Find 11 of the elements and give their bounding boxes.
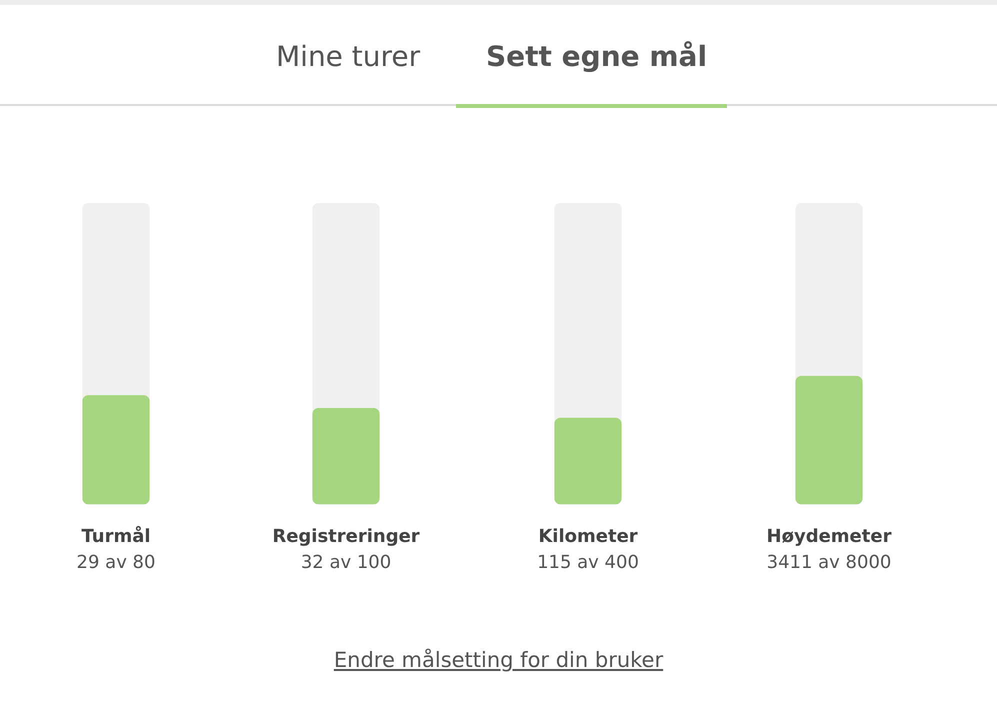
x-tick-label: Kilometer: [538, 526, 638, 547]
data-label: 115 av 400: [537, 552, 639, 574]
data-label: 32 av 100: [300, 552, 392, 574]
x-tick-label: Høydemeter: [766, 526, 892, 547]
data-label: 3411 av 8000: [766, 552, 892, 574]
text: Endre målsetting for din bruker: [332, 648, 664, 672]
text: Sett egne mål: [486, 40, 708, 73]
text: Mine turer: [276, 40, 420, 73]
x-tick-label: Turmål: [81, 526, 151, 547]
x-tick-label: Registreringer: [272, 526, 420, 547]
data-label: 29 av 80: [76, 552, 156, 574]
